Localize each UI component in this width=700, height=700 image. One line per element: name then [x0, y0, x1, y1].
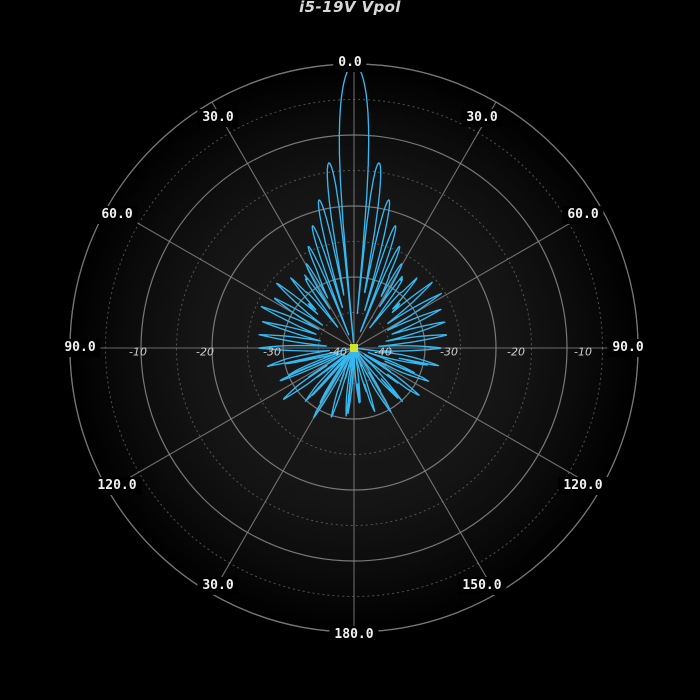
- angle-tick-label: 60.0: [96, 206, 138, 224]
- angle-tick-label: 60.0: [562, 206, 604, 224]
- angle-tick-label: 120.0: [558, 477, 608, 495]
- angle-tick-label: 30.0: [461, 109, 503, 127]
- origin-marker: [350, 344, 358, 352]
- angle-tick-label: 120.0: [92, 477, 142, 495]
- angle-tick-label: 90.0: [607, 339, 649, 357]
- angle-tick-label: 30.0: [197, 109, 239, 127]
- angle-tick-label: 90.0: [59, 339, 101, 357]
- angle-tick-label: 150.0: [457, 577, 507, 595]
- angle-tick-label: 180.0: [329, 626, 379, 644]
- angle-tick-label: 0.0: [333, 54, 367, 72]
- angular-gridlines: [70, 64, 638, 632]
- angle-tick-label: 30.0: [197, 577, 239, 595]
